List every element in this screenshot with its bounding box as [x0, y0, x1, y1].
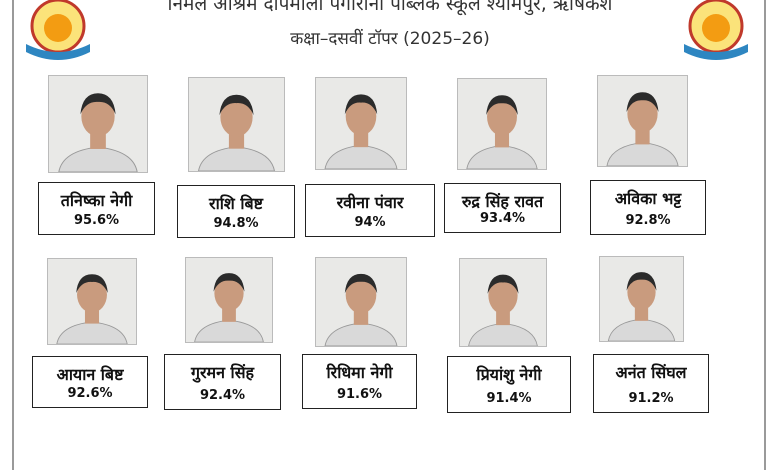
student-photo [599, 256, 684, 342]
photo-placeholder [466, 95, 538, 169]
student-percent: 94.8% [213, 216, 259, 231]
student-card: प्रियांशु नेगी 91.4% [447, 356, 571, 413]
photo-placeholder [58, 93, 138, 172]
school-title: निर्मल आश्रम दीपमाला पगारानी पब्लिक स्कू… [167, 0, 613, 15]
student-name: तनिष्का नेगी [60, 191, 133, 210]
student-percent: 91.6% [336, 387, 383, 402]
photo-placeholder [607, 272, 676, 341]
student-photo [457, 78, 547, 170]
student-name: अनंत सिंघल [615, 363, 687, 382]
student-card: अनंत सिंघल 91.2% [593, 354, 709, 413]
subtitle: कक्षा–दसवीं टॉपर (2025–26) [290, 29, 490, 49]
photo-placeholder [324, 94, 398, 169]
photo-placeholder [56, 274, 128, 344]
student-photo [315, 77, 407, 170]
photo-placeholder [324, 273, 398, 346]
student-name: आयान बिष्ट [56, 365, 124, 384]
student-name: प्रियांशु नेगी [476, 365, 542, 384]
student-card: रिधिमा नेगी 91.6% [302, 354, 417, 409]
school-logo [684, 0, 748, 60]
student-percent: 93.4% [479, 211, 526, 226]
student-photo [597, 75, 688, 167]
photo-placeholder [198, 94, 275, 171]
student-percent: 92.4% [199, 388, 246, 403]
student-photo [315, 257, 407, 347]
student-percent: 92.8% [625, 213, 671, 228]
photo-placeholder [468, 274, 538, 346]
student-card: रुद्र सिंह रावत 93.4% [444, 183, 561, 233]
student-percent: 92.6% [67, 386, 113, 401]
page-frame [12, 0, 766, 470]
student-percent: 94% [354, 215, 386, 230]
student-photo [459, 258, 547, 347]
student-card: रवीना पंवार 94% [305, 184, 435, 237]
student-percent: 95.6% [73, 213, 120, 228]
student-card: आयान बिष्ट 92.6% [32, 356, 148, 408]
student-name: रुद्र सिंह रावत [461, 192, 544, 211]
student-photo [185, 257, 273, 343]
student-card: राशि बिष्ट 94.8% [177, 185, 295, 238]
photo-placeholder [194, 273, 264, 342]
student-name: अविका भट्ट [614, 189, 682, 208]
student-card: तनिष्का नेगी 95.6% [38, 182, 155, 235]
student-name: रवीना पंवार [336, 193, 404, 212]
student-photo [188, 77, 285, 172]
school-logo [26, 0, 90, 60]
student-card: गुरमन सिंह 92.4% [164, 354, 281, 410]
photo-placeholder [606, 92, 679, 166]
student-percent: 91.4% [486, 391, 532, 406]
student-percent: 91.2% [628, 391, 674, 406]
student-card: अविका भट्ट 92.8% [590, 180, 706, 235]
student-name: राशि बिष्ट [209, 194, 263, 213]
student-name: गुरमन सिंह [190, 363, 255, 382]
student-name: रिधिमा नेगी [326, 363, 393, 382]
student-photo [48, 75, 148, 173]
student-photo [47, 258, 137, 345]
